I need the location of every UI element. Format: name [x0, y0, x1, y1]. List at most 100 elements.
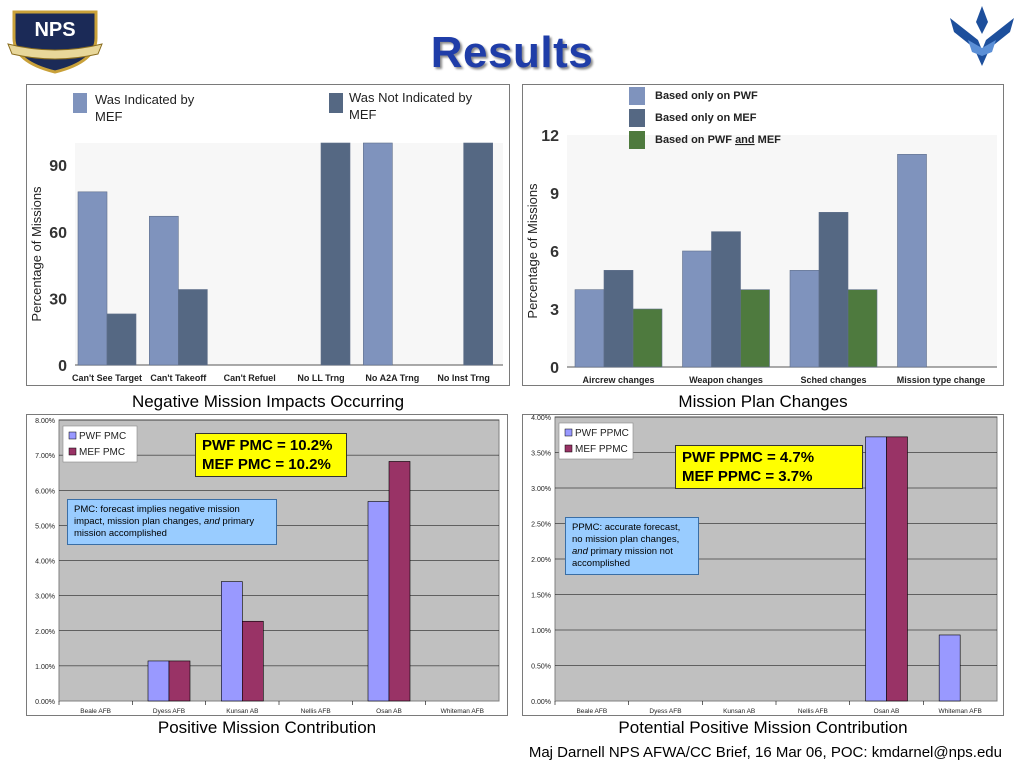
x-tick-label: Aircrew changes [582, 375, 654, 385]
y-tick-label: 3.00% [35, 594, 55, 601]
plot-area [75, 143, 503, 365]
y-tick-label: 0.00% [531, 699, 551, 706]
ppmc-definition-note: PPMC: accurate forecast, no mission plan… [565, 517, 699, 575]
chart-panel-potential-positive-contribution: 0.00% 0.50% 1.00% 1.50% 2.00% 2.50% 3.00% 3.50%… [522, 414, 1004, 716]
caption-positive-contribution: Positive Mission Contribution [157, 718, 377, 737]
bar-based-only-on-pwf-sched-changes [789, 270, 820, 368]
bar-mef-pmc-osan-ab [388, 461, 411, 702]
bar-mef-ppmc-osan-ab [886, 436, 908, 702]
x-tick-label: Kunsan AB [226, 708, 258, 715]
chart-panel-mission-plan-changes: 0 3 6 9 12 Percentage of Missions Aircrew chan… [522, 84, 1004, 386]
bar-based-only-on-mef-sched-changes [818, 212, 849, 368]
mef-ppmc-stat: MEF PPMC = 3.7% [682, 468, 813, 485]
legend-label-mef-ppmc: MEF PPMC [575, 444, 628, 455]
bar-based-only-on-pwf-aircrew-changes [574, 289, 605, 368]
y-tick-label: 2.00% [35, 629, 55, 636]
y-tick-label: 90 [49, 158, 67, 175]
bar-based-only-on-pwf-mission-type-change [897, 154, 927, 368]
y-tick-label: 0 [58, 358, 67, 375]
y-tick-label: 12 [541, 128, 559, 145]
x-tick-label: Nellis AFB [798, 708, 828, 715]
nps-shield-icon: NPS [7, 10, 103, 74]
bar-pwf-ppmc-osan-ab [865, 436, 887, 702]
legend-text-part: and [735, 134, 755, 146]
legend-label-was-indicated: Was Indicated by [95, 92, 195, 107]
chart-panel-positive-contribution: 0.00% 1.00% 2.00% 3.00% 4.00% 5.00% 6.00% 7.00%… [26, 414, 508, 716]
bar-was-not-indicated-by-mef-can-t-takeoff [178, 289, 208, 366]
legend-text-part: MEF [755, 134, 782, 146]
y-tick-label: 0.50% [531, 664, 551, 671]
bar-based-on-pwf-and-mef-aircrew-changes [632, 308, 663, 368]
y-tick-label: 3.50% [531, 451, 551, 458]
pmc-note-text-b: and [203, 516, 220, 527]
bar-was-not-indicated-by-mef-no-ll-trng [320, 142, 351, 366]
pwf-pmc-stat: PWF PMC = 10.2% [202, 437, 333, 454]
mef-pmc-stat: MEF PMC = 10.2% [202, 456, 331, 473]
x-tick-label: Beale AFB [576, 708, 607, 715]
pmc-stats-box: PWF PMC = 10.2% MEF PMC = 10.2% [195, 433, 347, 477]
x-tick-label: No A2A Trng [365, 373, 419, 383]
legend-label-based-only-pwf: Based only on PWF [655, 90, 758, 102]
bar-was-indicated-by-mef-can-t-takeoff [149, 215, 179, 366]
x-tick-label: No Inst Trng [437, 373, 490, 383]
bar-based-only-on-pwf-weapon-changes [682, 250, 712, 368]
legend-swatch-mef-pmc [68, 447, 77, 456]
bar-based-on-pwf-and-mef-sched-changes [847, 289, 878, 368]
bar-pwf-pmc-dyess-afb [147, 660, 170, 702]
legend-swatch-was-not-indicated [329, 93, 343, 113]
pwf-ppmc-stat: PWF PPMC = 4.7% [682, 449, 815, 466]
bar-was-indicated-by-mef-can-t-see-target [77, 191, 108, 366]
bar-was-indicated-by-mef-no-a2a-trng [363, 142, 393, 366]
bar-was-not-indicated-by-mef-no-inst-trng [463, 142, 493, 366]
caption-mission-plan-changes: Mission Plan Changes [678, 392, 848, 411]
caption-negative-impacts: Negative Mission Impacts Occurring [131, 392, 405, 411]
ppmc-stats-box: PWF PPMC = 4.7% MEF PPMC = 3.7% [675, 445, 863, 489]
legend-label-was-not-indicated: Was Not Indicated by [349, 90, 473, 105]
air-force-wings-icon [950, 6, 1014, 66]
x-tick-label: Can't Takeoff [150, 373, 207, 383]
y-tick-label: 2.50% [531, 522, 551, 529]
ppmc-note-text-a: PPMC: accurate forecast, no mission plan… [572, 522, 681, 545]
bar-was-not-indicated-by-mef-can-t-see-target [106, 313, 137, 366]
y-tick-label: 6.00% [35, 488, 55, 495]
y-tick-label: 1.00% [531, 628, 551, 635]
y-tick-label: 1.00% [35, 664, 55, 671]
legend-label-based-pwf-and-mef: Based on PWF and MEF [655, 134, 781, 146]
mission-plan-changes-chart: 0 3 6 9 12 Percentage of Missions Aircrew chan… [525, 87, 997, 385]
legend-label-mef-pmc: MEF PMC [79, 447, 125, 458]
x-tick-label: Osan AB [874, 708, 900, 715]
legend-label-pwf-ppmc: PWF PPMC [575, 428, 629, 439]
y-tick-label: 2.00% [531, 557, 551, 564]
x-tick-label: Whiteman AFB [938, 708, 981, 715]
y-tick-label: 1.50% [531, 593, 551, 600]
chart-panel-negative-impacts: 0 30 60 90 Percentage of Missions Can't See T… [26, 84, 510, 386]
x-tick-label: Kunsan AB [723, 708, 755, 715]
y-tick-label: 4.00% [35, 559, 55, 566]
y-tick-label: 4.00% [531, 415, 551, 422]
legend-swatch-mef-ppmc [564, 444, 573, 453]
y-tick-label: 8.00% [35, 418, 55, 425]
page-title: Results [430, 28, 594, 77]
negative-impacts-chart: 0 30 60 90 Percentage of Missions Can't See T… [29, 90, 503, 383]
caption-potential-positive-contribution: Potential Positive Mission Contribution [618, 718, 908, 737]
bar-mef-pmc-kunsan-ab [242, 620, 264, 702]
x-tick-label: Osan AB [376, 708, 402, 715]
pmc-definition-note: PMC: forecast implies negative mission i… [67, 499, 277, 545]
y-tick-label: 5.00% [35, 523, 55, 530]
y-axis-label: Percentage of Missions [525, 183, 540, 319]
bar-pwf-pmc-kunsan-ab [221, 581, 243, 702]
ppmc-note-text-b: and [572, 546, 588, 557]
y-tick-label: 3 [550, 302, 559, 319]
x-tick-label: No LL Trng [297, 373, 344, 383]
y-tick-label: 9 [550, 186, 559, 203]
nps-logo: NPS [6, 4, 104, 74]
x-tick-label: Can't Refuel [224, 373, 276, 383]
x-tick-label: Whiteman AFB [441, 708, 484, 715]
nps-logo-text: NPS [34, 19, 75, 41]
bar-pwf-pmc-osan-ab [367, 501, 390, 702]
legend-swatch-based-only-on-mef [629, 109, 645, 127]
legend-swatch-pwf-ppmc [564, 428, 573, 437]
legend-label-based-only-mef: Based only on MEF [655, 112, 757, 124]
y-tick-label: 0 [550, 360, 559, 377]
y-tick-label: 30 [49, 291, 67, 308]
